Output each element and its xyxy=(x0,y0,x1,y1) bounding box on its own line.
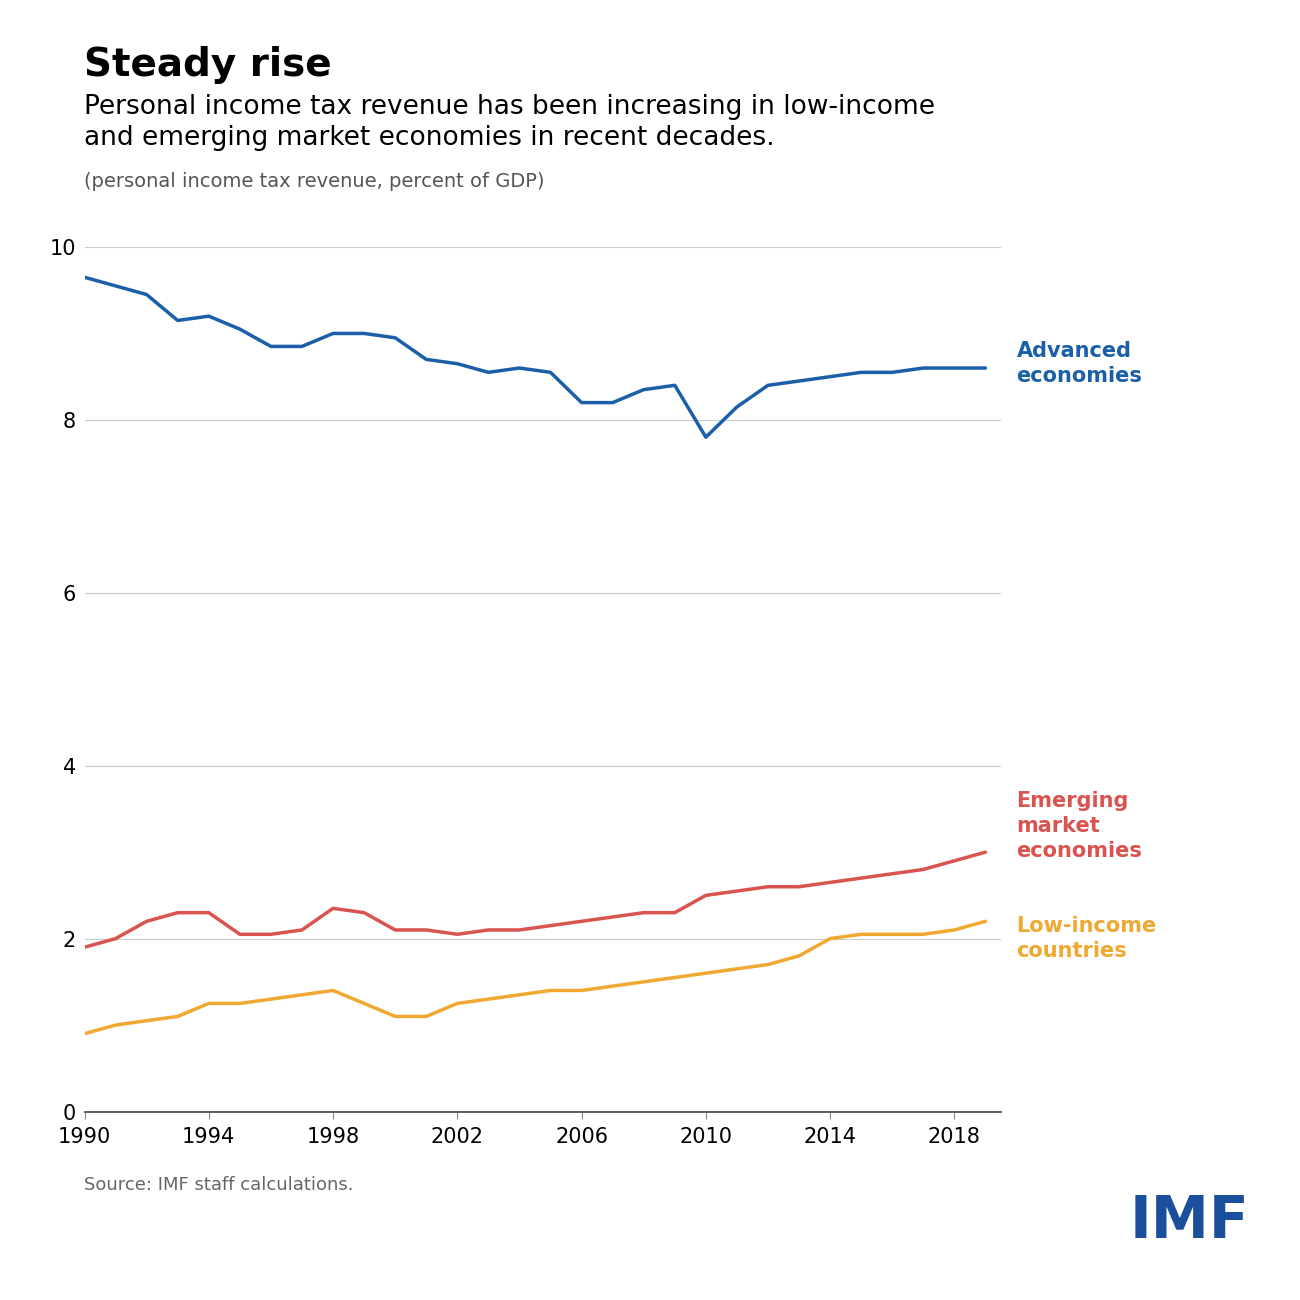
Text: IMF: IMF xyxy=(1130,1193,1249,1251)
Text: Emerging
market
economies: Emerging market economies xyxy=(1017,792,1143,861)
Text: Personal income tax revenue has been increasing in low-income
and emerging marke: Personal income tax revenue has been inc… xyxy=(84,94,936,151)
Text: Source: IMF staff calculations.: Source: IMF staff calculations. xyxy=(84,1176,354,1195)
Text: (personal income tax revenue, percent of GDP): (personal income tax revenue, percent of… xyxy=(84,172,545,191)
Text: Steady rise: Steady rise xyxy=(84,46,332,83)
Text: Low-income
countries: Low-income countries xyxy=(1017,916,1157,961)
Text: Advanced
economies: Advanced economies xyxy=(1017,342,1143,386)
